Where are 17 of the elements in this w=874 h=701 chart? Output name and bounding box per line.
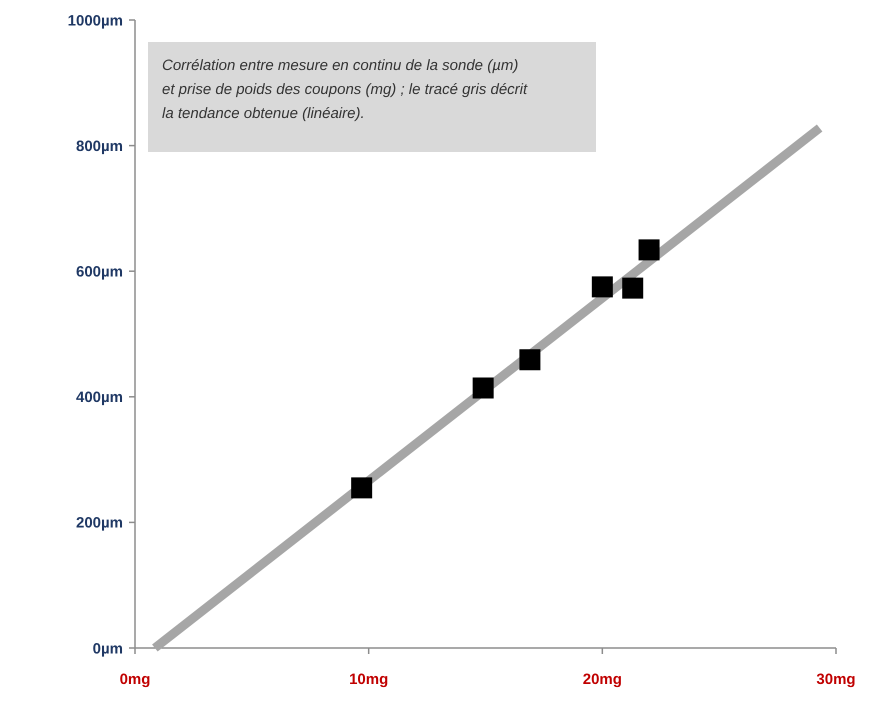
- point: [472, 378, 494, 399]
- y-tick-label: 400µm: [76, 389, 123, 406]
- point: [638, 239, 660, 260]
- x-tick-label: 0mg: [120, 671, 150, 688]
- y-tick-label: 800µm: [76, 138, 123, 155]
- y-tick-label: 0µm: [92, 640, 123, 658]
- x-tick-label: 30mg: [816, 671, 856, 688]
- point: [592, 276, 613, 298]
- x-tick-label: 10mg: [349, 671, 388, 688]
- y-tick-label: 1000µm: [68, 12, 123, 30]
- y-tick-label: 600µm: [76, 263, 123, 280]
- x-tick-label: 20mg: [582, 671, 622, 688]
- point: [351, 477, 372, 498]
- annotation: Corrélation entre mesure en continu de la sonde (µm) et prise de poids des coupons (mg) ; le tracé gris décrit la tendance obtenue (linéaire).: [162, 57, 528, 122]
- point: [519, 349, 540, 370]
- point: [622, 278, 644, 299]
- y-tick-label: 200µm: [76, 514, 123, 532]
